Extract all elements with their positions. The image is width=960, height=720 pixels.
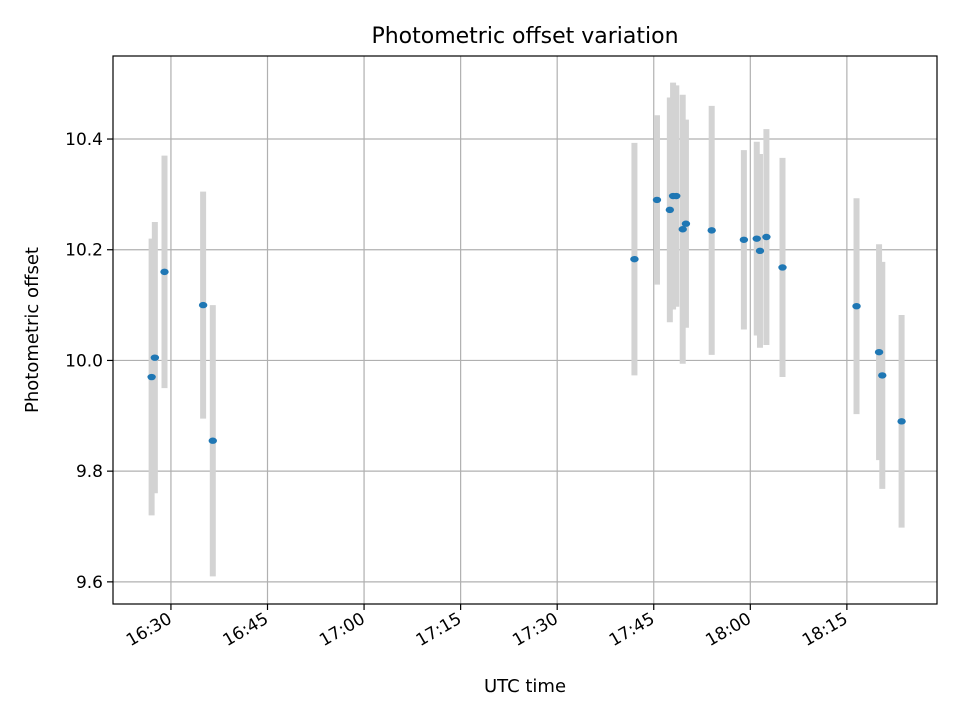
y-tick-label: 9.6 [76,573,103,593]
data-point [852,302,861,310]
data-points [147,192,906,444]
data-point [752,235,761,242]
data-point [778,264,787,271]
x-axis-label: UTC time [484,676,566,697]
data-point [630,255,639,263]
data-point [198,301,208,309]
data-point [681,220,691,227]
grid-lines [113,56,937,604]
data-point [874,348,884,356]
y-tick-label: 10.0 [65,351,103,371]
data-point [652,196,662,204]
data-point [878,372,887,379]
data-point [739,236,749,243]
data-point [755,247,765,255]
data-point [762,233,771,241]
data-point [897,418,906,425]
plot-frame [112,55,938,605]
data-point [678,226,687,233]
data-point [208,437,217,444]
data-point [150,354,160,361]
data-point [665,206,675,214]
y-tick-label: 9.8 [76,462,103,482]
data-point [707,227,716,234]
y-tick-label: 10.2 [65,241,103,261]
data-point [147,373,156,381]
y-axis-label: Photometric offset [22,247,43,413]
chart-title: Photometric offset variation [371,24,678,49]
y-tick-label: 10.4 [65,130,103,150]
data-point [160,268,169,276]
data-point [672,192,681,200]
